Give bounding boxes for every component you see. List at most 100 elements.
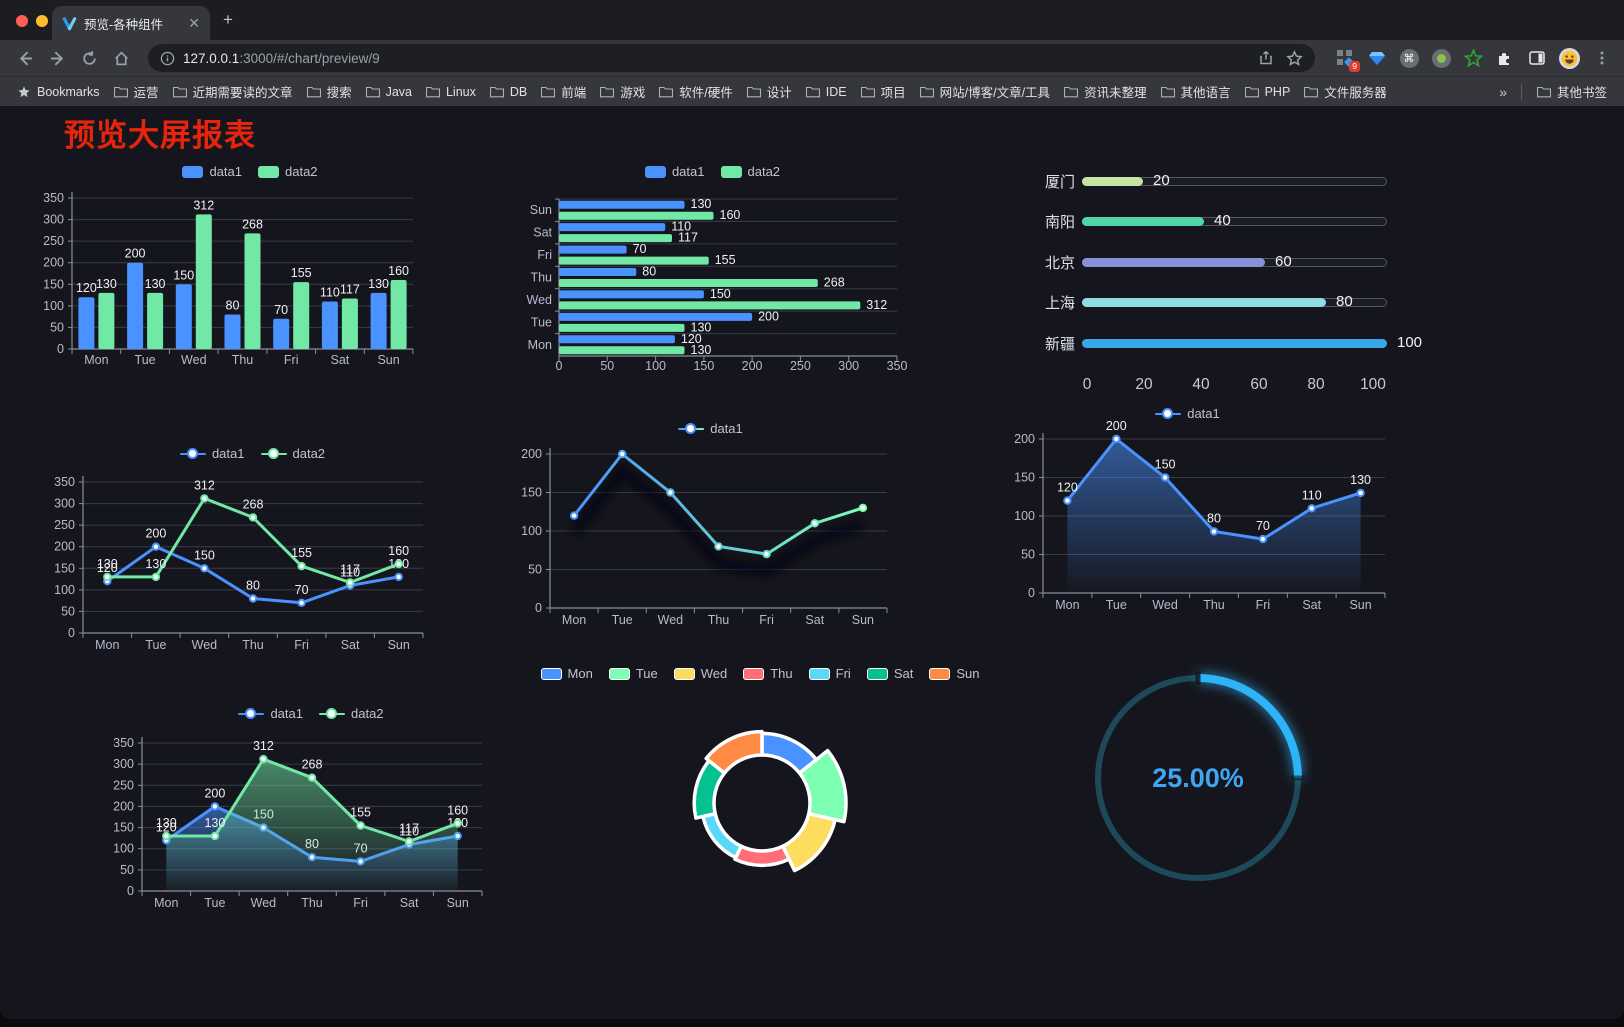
bookmark-folder[interactable]: 游戏 <box>593 81 652 103</box>
bookmark-star-icon[interactable] <box>1286 49 1303 67</box>
svg-text:312: 312 <box>866 298 887 312</box>
svg-text:150: 150 <box>43 277 64 291</box>
area-line-chart: data1 0 50 100 150 200 Mon Tue Wed Thu Fri Sat Sun 12… <box>975 394 1400 664</box>
bookmark-folder[interactable]: 其他语言 <box>1154 81 1238 103</box>
svg-text:130: 130 <box>691 343 712 357</box>
svg-text:150: 150 <box>1014 471 1035 485</box>
legend-item[interactable]: Tue <box>608 666 658 681</box>
svg-text:130: 130 <box>97 557 118 571</box>
svg-text:200: 200 <box>742 359 763 373</box>
minimize-window-button[interactable] <box>36 15 48 27</box>
legend-item[interactable]: Fri <box>808 666 851 681</box>
legend-item[interactable]: data1 <box>678 421 743 436</box>
bookmark-folder[interactable]: 项目 <box>854 81 913 103</box>
extension-blocks-icon[interactable]: 9 <box>1335 48 1360 72</box>
line-chart-svg: 0 50 100 150 200 250 300 350 Mon Tue Wed Thu Fri Sat S… <box>54 475 424 652</box>
svg-text:200: 200 <box>125 247 146 261</box>
legend-item[interactable]: data1 <box>182 164 242 179</box>
forward-button[interactable] <box>44 45 70 71</box>
legend-item[interactable]: Thu <box>743 666 793 681</box>
legend-item[interactable]: data1 <box>179 446 245 461</box>
side-panel-icon[interactable] <box>1527 48 1547 68</box>
svg-text:312: 312 <box>194 478 215 492</box>
legend-item[interactable]: data2 <box>260 446 325 461</box>
bookmark-folder[interactable]: IDE <box>799 81 854 103</box>
svg-text:350: 350 <box>887 359 908 373</box>
home-button[interactable] <box>108 45 134 71</box>
extension-gem-icon[interactable] <box>1367 48 1387 68</box>
progress-value: 100 <box>1397 334 1423 351</box>
folder-icon <box>1244 86 1259 97</box>
gauge-chart: 25.00% <box>1055 656 1345 986</box>
progress-value: 60 <box>1275 253 1292 270</box>
legend-item[interactable]: data1 <box>644 164 705 179</box>
back-button[interactable] <box>12 45 38 71</box>
reload-button[interactable] <box>76 45 102 71</box>
address-bar[interactable]: 127.0.0.1:3000/#/chart/preview/9 <box>148 44 1315 72</box>
legend-item[interactable]: data1 <box>1155 406 1220 421</box>
svg-text:Fri: Fri <box>1256 598 1271 612</box>
bookmark-folder[interactable]: 软件/硬件 <box>652 81 739 103</box>
progress-row-label: 新疆 <box>1044 336 1075 353</box>
svg-text:Sun: Sun <box>377 353 399 367</box>
bookmark-folder[interactable]: 设计 <box>740 81 799 103</box>
gem-icon <box>1369 52 1385 65</box>
bookmark-label: 资讯未整理 <box>1084 86 1147 100</box>
bookmark-folder[interactable]: 运营 <box>107 81 166 103</box>
page-title: 预览大屏报表 <box>64 118 256 153</box>
browser-menu-icon[interactable] <box>1592 48 1612 68</box>
legend-swatch <box>673 667 695 680</box>
svg-text:50: 50 <box>1021 548 1035 562</box>
bookmark-folder[interactable]: 搜索 <box>300 81 359 103</box>
legend-item[interactable]: Mon <box>540 666 593 681</box>
bookmarks-overflow-chevron[interactable]: » <box>1499 83 1507 100</box>
bookmark-folder[interactable]: 网站/博客/文章/工具 <box>913 81 1057 103</box>
legend-item[interactable]: Sun <box>929 666 979 681</box>
legend-item[interactable]: data2 <box>258 164 318 179</box>
svg-text:300: 300 <box>54 497 75 511</box>
legend-item[interactable]: data2 <box>319 706 384 721</box>
legend-item[interactable]: data2 <box>720 164 780 179</box>
legend-line-marker <box>260 447 287 460</box>
svg-text:110: 110 <box>671 220 691 234</box>
bookmark-folder[interactable]: 文件服务器 <box>1297 81 1394 103</box>
profile-avatar[interactable] <box>1559 47 1580 69</box>
legend-item[interactable]: data1 <box>238 706 303 721</box>
bookmark-folder[interactable]: Java <box>359 81 419 103</box>
close-window-button[interactable] <box>16 15 28 27</box>
progress-fill <box>1082 177 1143 186</box>
extension-green-star-icon[interactable] <box>1463 48 1483 68</box>
bookmark-folder[interactable]: 资讯未整理 <box>1057 81 1154 103</box>
site-info-icon[interactable] <box>160 51 175 66</box>
legend-label: Wed <box>700 666 728 681</box>
progress-row-label: 厦门 <box>1044 174 1075 191</box>
svg-text:100: 100 <box>1014 509 1035 523</box>
svg-text:150: 150 <box>54 561 75 575</box>
bookmarks-manager-item[interactable]: Bookmarks <box>10 81 107 103</box>
browser-tab[interactable]: 预览-各种组件 ✕ <box>52 6 210 40</box>
svg-text:Sun: Sun <box>852 613 874 627</box>
extension-record-icon[interactable] <box>1431 48 1451 68</box>
url-text[interactable]: 127.0.0.1:3000/#/chart/preview/9 <box>183 51 380 66</box>
svg-text:130: 130 <box>204 816 225 830</box>
share-icon[interactable] <box>1258 50 1274 66</box>
legend-item[interactable]: Sat <box>866 666 913 681</box>
extension-command-icon[interactable]: ⌘ <box>1399 48 1419 68</box>
svg-text:200: 200 <box>43 256 64 270</box>
svg-text:Tue: Tue <box>145 638 166 652</box>
svg-text:Wed: Wed <box>181 353 207 367</box>
svg-text:Sun: Sun <box>530 203 552 217</box>
extensions-puzzle-icon[interactable] <box>1495 48 1515 68</box>
new-tab-button[interactable]: + <box>223 10 233 29</box>
legend-item[interactable]: Wed <box>673 666 728 681</box>
bookmark-folder[interactable]: 前端 <box>534 81 593 103</box>
tab-close-icon[interactable]: ✕ <box>188 15 200 31</box>
bookmark-folder[interactable]: DB <box>483 81 534 103</box>
bookmark-folder[interactable]: PHP <box>1238 81 1298 103</box>
bookmark-folder[interactable]: Linux <box>419 81 483 103</box>
svg-text:Wed: Wed <box>527 293 553 307</box>
svg-text:70: 70 <box>633 242 647 256</box>
other-bookmarks-folder[interactable]: 其他书签 <box>1530 81 1614 103</box>
bar-chart: data1 data2 0 50 100 150 200 250 300 350 Mon Tue Wed… <box>40 154 460 429</box>
bookmark-folder[interactable]: 近期需要读的文章 <box>166 81 300 103</box>
